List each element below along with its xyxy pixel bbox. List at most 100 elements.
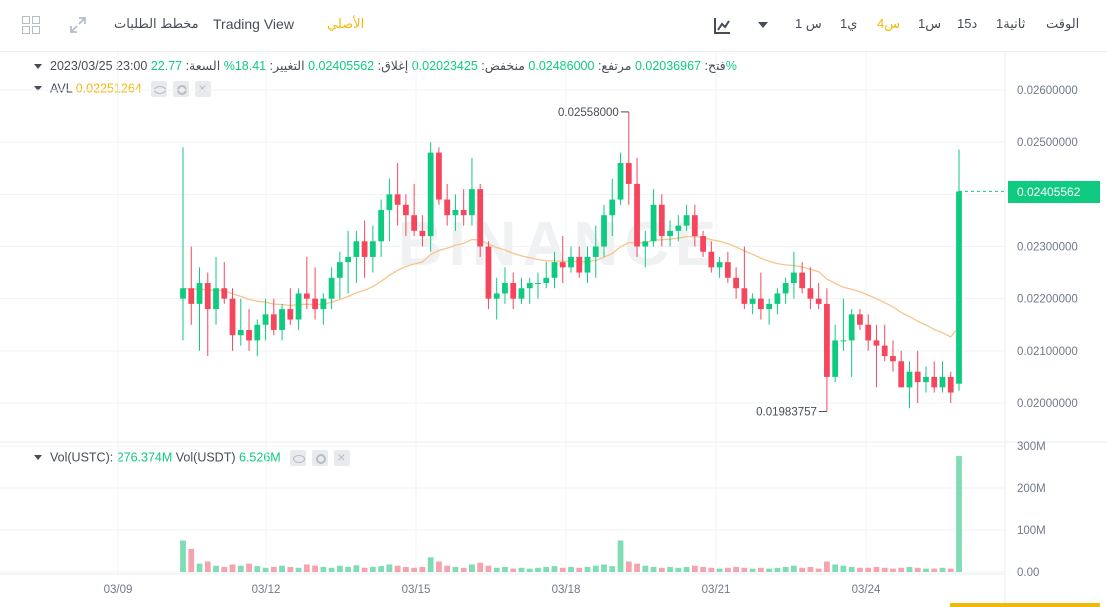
volume-bar	[865, 567, 872, 572]
candle-body	[221, 288, 228, 299]
chevron-down-icon[interactable]	[758, 22, 768, 30]
volume-bar	[766, 568, 773, 572]
grid-layout-icon[interactable]	[22, 16, 41, 35]
collapse-caret-icon[interactable]	[34, 63, 42, 69]
interval-4h[interactable]: 4س	[877, 16, 901, 31]
close-icon[interactable]	[334, 449, 351, 466]
candle-body	[237, 329, 244, 336]
x-tick-label: 03/15	[402, 584, 431, 596]
candle-body	[303, 293, 310, 299]
candle-body	[700, 236, 706, 252]
volume-bar	[609, 566, 616, 572]
volume-bar	[493, 567, 500, 572]
interval-1h[interactable]: 1 س	[795, 16, 822, 31]
volume-bar	[650, 566, 657, 572]
candle-body	[757, 298, 764, 310]
max-annotation-label: 0.02558000	[558, 107, 619, 119]
volume-bar	[617, 540, 624, 572]
open-label: فتح:	[704, 59, 726, 73]
collapse-caret-icon[interactable]	[34, 455, 42, 460]
candle-body	[642, 241, 649, 247]
change-value: 18.41%	[223, 59, 267, 73]
volume-bar	[741, 567, 748, 572]
vol-tick-label: 100M	[1017, 525, 1046, 537]
volume-bar	[939, 567, 946, 572]
vol-usdt-label: Vol(USDT)	[175, 450, 236, 465]
volume-bar	[592, 565, 599, 572]
candle-body	[774, 293, 781, 304]
candle-body	[766, 303, 773, 310]
candle-body	[543, 277, 550, 284]
candle-body	[295, 293, 302, 320]
volume-bar	[427, 557, 434, 572]
candle-body	[535, 283, 541, 285]
volume-bar	[369, 566, 376, 572]
expand-icon[interactable]	[68, 15, 88, 35]
eye-icon[interactable]	[290, 450, 307, 466]
candle-body	[378, 209, 385, 242]
volume-bar	[634, 563, 640, 572]
indicator-chart-icon[interactable]	[712, 16, 732, 36]
candle-body	[667, 230, 673, 237]
volume-bar	[403, 566, 409, 572]
eye-icon[interactable]	[151, 81, 168, 97]
candle-body	[411, 215, 418, 231]
high-value: 0.02486000	[528, 59, 595, 73]
candle-body	[683, 215, 690, 226]
candle-body	[708, 251, 715, 268]
candle-body	[444, 199, 451, 216]
volume-bar	[757, 567, 764, 572]
candle-body	[477, 189, 484, 247]
candle-body	[369, 241, 376, 257]
vol-tick-label: 300M	[1017, 441, 1046, 453]
interval-1s[interactable]: 1ثانية	[996, 16, 1026, 31]
candle-body	[799, 272, 806, 289]
candle-body	[204, 283, 211, 310]
volume-bar	[947, 568, 954, 572]
x-tick-label: 03/09	[104, 584, 133, 596]
candle-body	[518, 288, 525, 299]
volume-bar	[807, 566, 814, 572]
interval-1h-alt[interactable]: 1س	[918, 16, 942, 31]
candle-body	[857, 314, 863, 325]
volume-bar	[394, 565, 401, 572]
volume-bar	[625, 561, 632, 572]
volume-bar	[931, 568, 938, 572]
volume-bar	[881, 567, 888, 572]
volume-bar	[526, 568, 533, 572]
original-tab[interactable]: الأصلي	[327, 16, 365, 31]
indicator-value: 0.02251264	[75, 81, 142, 96]
close-icon[interactable]	[195, 80, 212, 97]
volume-bar	[287, 566, 294, 572]
volume-bar	[221, 566, 228, 572]
volume-bar	[444, 565, 451, 572]
volume-bar	[279, 565, 285, 572]
collapse-caret-icon[interactable]	[34, 86, 42, 91]
candle-body	[229, 298, 236, 336]
volume-bar	[213, 565, 219, 572]
open-value: 0.02036967	[634, 59, 701, 73]
volume-bar	[510, 568, 517, 572]
volume-bar	[180, 540, 186, 572]
candle-body	[782, 283, 789, 294]
gear-icon[interactable]	[312, 450, 329, 466]
candle-body	[427, 152, 434, 237]
y-tick-label: 0.02300000	[1017, 242, 1078, 254]
candle-body	[584, 256, 591, 273]
interval-time[interactable]: الوقت	[1046, 16, 1080, 31]
x-tick-label: 03/12	[252, 584, 281, 596]
candle-body	[634, 183, 640, 247]
y-tick-label: 0.02200000	[1017, 294, 1078, 306]
tradingview-tab[interactable]: Trading View	[213, 16, 294, 32]
low-value: 0.02023425	[411, 59, 478, 73]
interval-15m[interactable]: 15د	[957, 16, 978, 31]
candle-body	[180, 288, 186, 299]
binance-watermark: BINANCE	[398, 210, 722, 279]
low-label: منخفض:	[481, 59, 525, 73]
volume-bar	[543, 566, 550, 572]
candle-body	[469, 189, 475, 216]
interval-1d[interactable]: 1ي	[840, 16, 858, 31]
depth-chart-tab[interactable]: مخطط الطلبات	[114, 16, 199, 31]
volume-bar	[708, 567, 715, 572]
gear-icon[interactable]	[173, 81, 190, 97]
